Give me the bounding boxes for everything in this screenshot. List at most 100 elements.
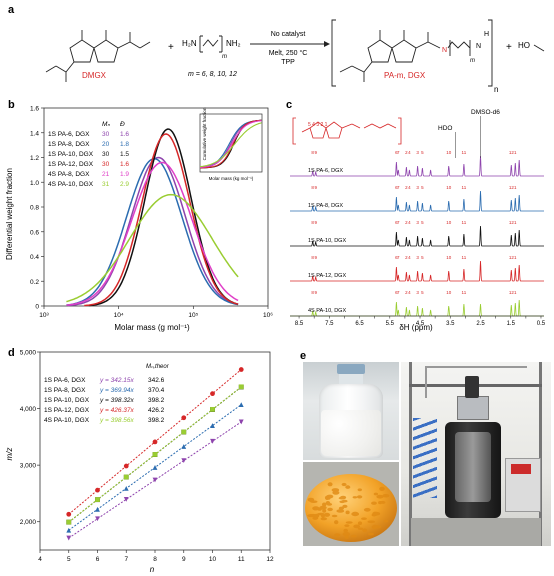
chart-c-peak-label: 1 [514,150,517,155]
chart-b-legend: Mₙ Đ 1S PA-6, DGX 30 1.6 1S PA-8, DGX 20 1.8 1S … [48,121,129,188]
chart-d-point [66,527,72,533]
pellet [362,528,368,533]
chart-d-legend-fit: y = 398.56x [99,417,135,424]
chart-c-peak-label: 6 [395,185,398,190]
m-values: m = 6, 8, 10, 12 [188,71,237,78]
chart-d-xtick-label: 4 [38,556,42,563]
chart-c-peak-label: 8 [311,255,314,260]
pellet [307,497,315,502]
chart-c-peak-label: 6 [395,255,398,260]
chart-c-peak-label: 7 [397,290,400,295]
pellet [320,517,328,521]
polymer-nh-atom: N [476,43,481,50]
chart-b-legend-mn: 21 [102,171,110,178]
chart-c-series-label: 1S PA-6, DGX [308,168,343,174]
nmr-struct-numbers: 5 4 3 2 1 [308,122,328,128]
methanol-bond [533,44,545,52]
pellet [338,506,344,510]
orange-pellets-photo [303,462,399,546]
pellet [341,482,347,487]
pellet [334,520,339,525]
base-cabinet [411,518,541,546]
chart-b-legend-d: 1.6 [120,161,129,168]
chart-c-peak-label: 4 [408,290,411,295]
chart-c-peak-label: 1 [514,255,517,260]
chart-d-point [181,458,187,464]
pellet [344,535,349,539]
chart-c-spectrum [290,260,544,282]
pellet [368,532,374,536]
chart-c-peak-label: 12 [509,150,515,155]
bottle-cap [337,364,365,374]
chart-d-ytick-label: 2,000 [20,519,37,526]
pellet [345,510,350,515]
chart-c-peak-label: 3 [416,220,419,225]
plus-sign: + [168,42,174,53]
panel-letter-d: d [8,347,15,359]
chart-c-xtick-label: 3.5 [446,321,455,327]
chart-d-legend-mtheor: 370.4 [148,387,165,394]
pellet [353,524,361,529]
pellet [382,493,390,498]
chart-c-spectrum [290,225,544,247]
pellet [367,520,376,524]
pellet [331,514,338,518]
chart-d-point [210,391,215,397]
pellet [379,486,385,491]
chart-b-ylabel: Differential weight fraction [5,168,14,260]
chart-c-peak-label: 7 [397,150,400,155]
chart-d-legend-fit: y = 426.37x [99,407,135,414]
chart-d-point [181,415,187,421]
pellet [339,500,345,504]
pellet [376,494,384,499]
chart-b-legend-name: 1S PA-10, DGX [48,151,94,158]
chart-b-inset-xlabel: Molar mass (kg mol⁻¹) [209,176,254,181]
chart-c-xtick-label: 6.5 [355,321,364,327]
panel-letter-e: e [300,350,306,362]
chart-c-peak-label: 8 [311,220,314,225]
reactor-window [455,432,491,502]
chart-d-point [95,516,100,522]
chart-b-legend-name: 1S PA-6, DGX [48,131,90,138]
valve-block [457,396,489,420]
chart-c-peak-label: 6 [395,290,398,295]
chart-d-point [123,474,129,480]
chart-c-xtick-label: 0.5 [537,321,546,327]
chart-c-peak-label: 5 [421,220,424,225]
chart-d-ytick-label: 4,000 [20,406,37,413]
chart-c-spectrum [290,155,544,177]
chart-d-xtick-label: 8 [153,556,157,563]
chart-d-point [210,438,215,444]
pellet [307,514,315,518]
polymer-h-atom: H [484,31,489,38]
chart-c-peak-label: 1 [514,290,517,295]
chart-c-peak-label: 4 [408,185,411,190]
chart-c-peak-label: 8 [311,150,314,155]
chart-d-point [152,439,158,445]
chart-d-legend-fit: y = 342.15x [99,377,135,384]
chart-c-peak-label: 4 [408,255,411,260]
pellet [373,492,379,496]
chart-d-legend-mtheor: 426.2 [148,407,165,414]
pellet [324,495,330,500]
pellet [352,496,358,499]
chart-d-legend-name: 1S PA-6, DGX [44,377,86,384]
condition-bottom: TPP [281,59,295,66]
chart-d-point [66,535,72,541]
chart-b-legend-mn: 30 [102,161,110,168]
chart-d-point [210,406,215,412]
pellet [342,504,348,508]
pellets-drawing [305,474,397,542]
chart-c-xlabel: δH (ppm) [399,323,433,332]
chart-d-plot-area: 4 5 6 7 8 9 10 11 12 2,000 3,000 4,000 5,000 [20,350,274,564]
chart-b-legend-d-header: Đ [120,121,125,128]
chart-c-peak-label: 2 [405,290,408,295]
chart-c-peak-label: 9 [314,220,317,225]
pellet [332,490,340,495]
pellet [322,508,327,513]
pellet [371,524,378,530]
chart-d-xtick-label: 11 [238,556,245,563]
pellet [317,512,325,516]
molar-mass-chart: b Differential weight fraction Molar mas… [5,99,273,332]
